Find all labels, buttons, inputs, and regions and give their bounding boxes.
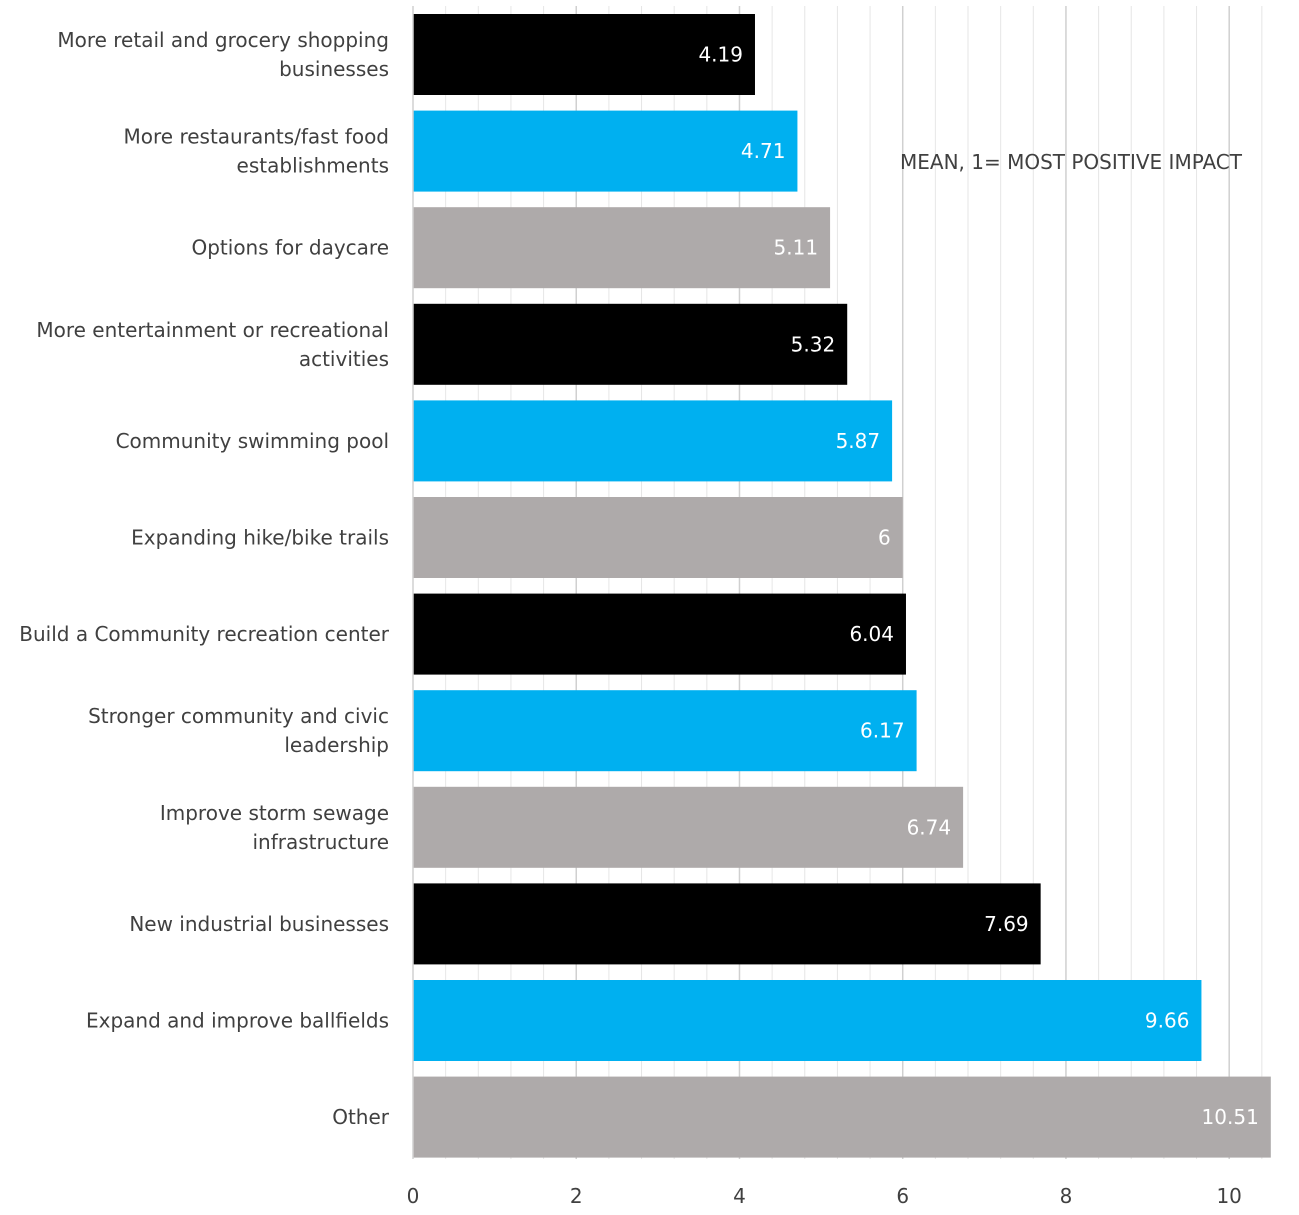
bar: [413, 690, 917, 772]
category-label: Other: [332, 1105, 390, 1129]
x-tick-label: 6: [896, 1184, 909, 1208]
bar: [413, 110, 798, 192]
category-label: More entertainment or recreational activi…: [36, 318, 389, 371]
category-label: New industrial businesses: [129, 912, 389, 936]
bar: [413, 883, 1041, 965]
x-tick-label: 0: [407, 1184, 420, 1208]
bar-value-label: 7.69: [984, 912, 1029, 936]
bar-value-label: 5.87: [836, 429, 881, 453]
bar: [413, 497, 903, 578]
bar-value-label: 6: [878, 526, 891, 550]
category-label: More retail and grocery shopping business…: [57, 28, 389, 81]
category-label: Improve storm sewage infrastructure: [160, 801, 389, 854]
bar-value-label: 10.51: [1202, 1105, 1259, 1129]
bar-value-label: 5.11: [774, 236, 819, 260]
x-tick-label: 10: [1216, 1184, 1241, 1208]
bar-value-label: 9.66: [1145, 1009, 1190, 1033]
axis-layer: 0 2 4 6 8 10: [407, 6, 1242, 1208]
bar: [413, 303, 848, 385]
bar: [413, 980, 1202, 1061]
grid-layer: [445, 6, 1263, 1159]
bar: [413, 14, 755, 95]
bar: [413, 1076, 1271, 1158]
bar-value-label: 5.32: [791, 332, 836, 356]
category-label: More restaurants/fast food establishments: [124, 125, 390, 178]
bars-layer: [413, 14, 1271, 1158]
bar: [413, 400, 893, 482]
category-label: Expanding hike/bike trails: [131, 526, 389, 550]
chart-annotation: MEAN, 1= MOST POSITIVE IMPACT: [900, 150, 1243, 174]
bar: [413, 207, 831, 289]
bar-value-label: 4.71: [741, 139, 786, 163]
x-tick-label: 2: [570, 1184, 583, 1208]
category-label: Community swimming pool: [116, 429, 389, 453]
bar: [413, 593, 906, 675]
category-label: Build a Community recreation center: [19, 622, 390, 646]
bar-value-label: 6.74: [907, 815, 952, 839]
bar-value-label: 4.19: [698, 43, 743, 67]
labels-layer: 4.19 More retail and grocery shopping busi…: [19, 28, 1259, 1129]
category-label: Expand and improve ballfields: [86, 1009, 389, 1033]
category-label: Stronger community and civic leadership: [88, 704, 389, 757]
x-tick-label: 4: [733, 1184, 746, 1208]
bar-value-label: 6.17: [860, 719, 905, 743]
x-tick-label: 8: [1060, 1184, 1073, 1208]
bar: [413, 786, 964, 868]
bar-value-label: 6.04: [849, 622, 894, 646]
category-label: Options for daycare: [191, 236, 389, 260]
